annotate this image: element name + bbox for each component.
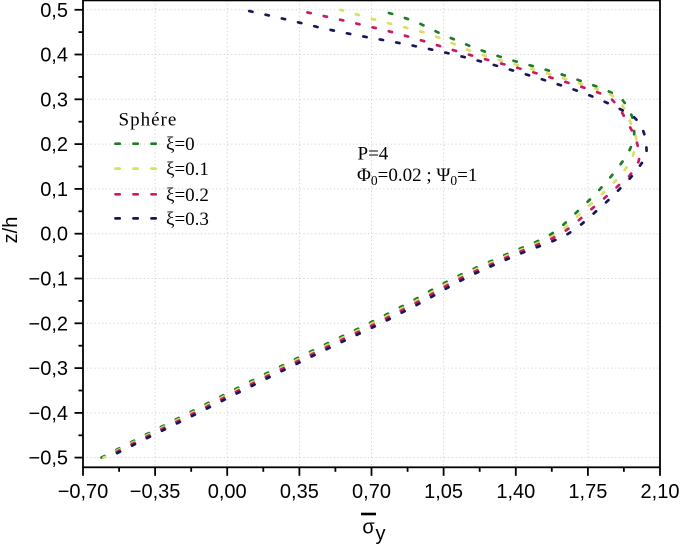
svg-text:−0,3: −0,3 [29, 358, 68, 380]
svg-text:−0,70: −0,70 [58, 481, 109, 503]
svg-text:−0,35: −0,35 [130, 481, 181, 503]
svg-text:−0,5: −0,5 [29, 448, 68, 470]
svg-text:2,10: 2,10 [641, 481, 680, 503]
svg-text:1,05: 1,05 [424, 481, 463, 503]
svg-text:z/h: z/h [0, 217, 22, 244]
svg-text:1,75: 1,75 [568, 481, 607, 503]
svg-text:Φ0=0.02 ; Ψ0=1: Φ0=0.02 ; Ψ0=1 [357, 165, 477, 188]
svg-text:0,70: 0,70 [352, 481, 391, 503]
svg-text:0,3: 0,3 [40, 89, 68, 111]
svg-text:ξ=0.2: ξ=0.2 [166, 185, 209, 206]
svg-text:0,1: 0,1 [40, 179, 68, 201]
svg-text:Sphére: Sphére [119, 110, 178, 131]
svg-text:ξ=0.1: ξ=0.1 [166, 159, 209, 180]
svg-text:0,0: 0,0 [40, 224, 68, 246]
svg-text:0,35: 0,35 [280, 481, 319, 503]
svg-text:P=4: P=4 [358, 144, 389, 165]
svg-text:0,2: 0,2 [40, 134, 68, 156]
svg-text:0,4: 0,4 [40, 45, 68, 67]
svg-text:ξ=0.3: ξ=0.3 [166, 209, 209, 230]
svg-text:−0,1: −0,1 [29, 269, 68, 291]
svg-text:−0,2: −0,2 [29, 313, 68, 335]
svg-text:1,40: 1,40 [496, 481, 535, 503]
svg-text:0,00: 0,00 [208, 481, 247, 503]
svg-text:y: y [376, 523, 386, 545]
svg-text:ξ=0: ξ=0 [166, 134, 195, 155]
svg-text:0,5: 0,5 [40, 0, 68, 22]
svg-text:σ: σ [362, 517, 375, 539]
svg-text:−0,4: −0,4 [29, 403, 68, 425]
